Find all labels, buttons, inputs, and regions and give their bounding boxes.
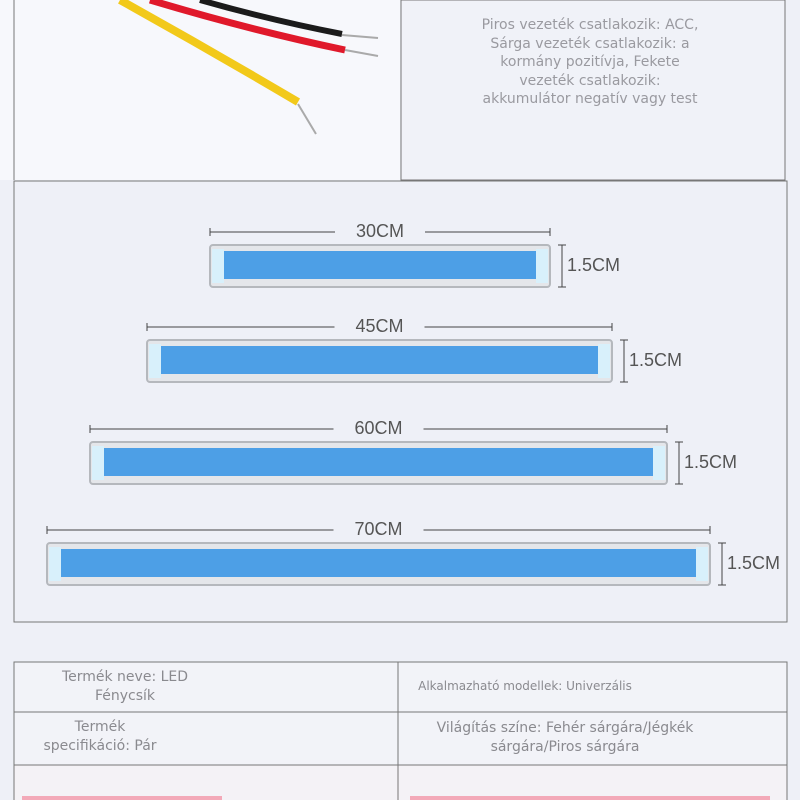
table-cell (397, 711, 788, 766)
strip-end-cap (212, 249, 224, 283)
table-cell-text: Alkalmazható modellek: Univerzális (418, 679, 632, 693)
height-label: 1.5CM (629, 350, 682, 370)
note-line: akkumulátor negatív vagy test (482, 91, 698, 107)
table-cell (397, 661, 788, 713)
strip-end-cap (536, 249, 548, 283)
table-cell (13, 764, 399, 800)
wiring-note: Piros vezeték csatlakozik: ACC, Sárga vez… (440, 16, 740, 109)
strip-end-cap (49, 547, 61, 581)
table-cell-text: Világítás színe: Fehér sárgára/Jégkék sá… (436, 720, 694, 755)
table-cell-text: Termék neve: LED Fénycsík (61, 669, 189, 704)
wire-photo (0, 0, 400, 180)
strip-light (61, 549, 696, 577)
strip-light (161, 346, 598, 374)
red-wire (148, 0, 346, 54)
table-cell-text: Termék specifikáció: Pár (43, 719, 157, 754)
wire-tip (344, 49, 379, 57)
note-line: vezeték csatlakozik: (519, 72, 661, 89)
length-label: 60CM (354, 418, 402, 438)
note-line: Piros vezeték csatlakozik: ACC, (481, 17, 699, 33)
strip-end-cap (149, 344, 161, 378)
wire-tip (341, 34, 379, 39)
note-panel (400, 0, 786, 181)
partial-image (22, 796, 222, 800)
strip-end-cap (653, 446, 665, 480)
strip-light (104, 448, 653, 476)
partial-image (410, 796, 770, 800)
black-wire (199, 0, 343, 37)
length-label: 70CM (354, 519, 402, 539)
wire-tip (297, 103, 317, 135)
strip-light (224, 251, 536, 279)
height-label: 1.5CM (727, 553, 780, 573)
strip-end-cap (92, 446, 104, 480)
note-line: kormány pozitívja, Fekete (500, 54, 680, 70)
strip-end-cap (696, 547, 708, 581)
height-label: 1.5CM (567, 255, 620, 275)
note-line: Sárga vezeték csatlakozik: a (490, 35, 690, 52)
yellow-wire (118, 0, 301, 106)
length-label: 30CM (356, 221, 404, 241)
strip-end-cap (598, 344, 610, 378)
table-cell (397, 764, 788, 800)
height-label: 1.5CM (684, 452, 737, 472)
length-label: 45CM (355, 316, 403, 336)
